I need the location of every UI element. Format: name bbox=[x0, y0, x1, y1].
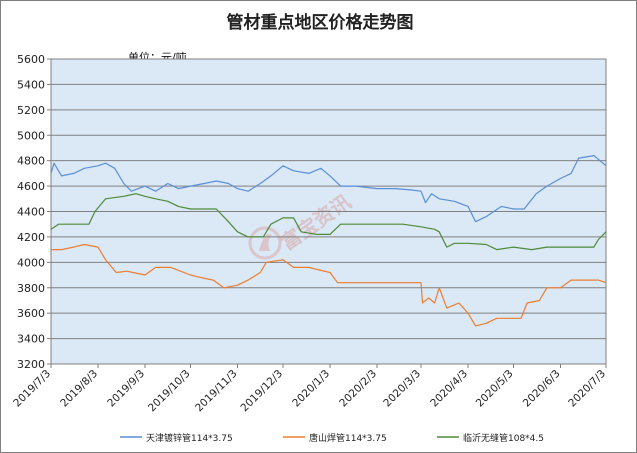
legend-label: 唐山焊管114*3.75 bbox=[309, 432, 387, 444]
x-tick-label: 2020/1/3 bbox=[290, 368, 332, 410]
series-line bbox=[51, 243, 607, 327]
y-tick-label: 5400 bbox=[17, 78, 45, 91]
y-tick-label: 4000 bbox=[17, 256, 45, 269]
x-tick-label: 2019/8/3 bbox=[58, 368, 100, 410]
x-tick-label: 2020/4/3 bbox=[428, 368, 470, 410]
y-tick-label: 4800 bbox=[17, 155, 45, 168]
y-tick-label: 3200 bbox=[17, 358, 45, 371]
y-tick-label: 5600 bbox=[17, 53, 45, 66]
chart-title: 管材重点地区价格走势图 bbox=[227, 12, 414, 33]
legend: 天津镀锌管114*3.75 唐山焊管114*3.75 临沂无缝管108*4.5 bbox=[120, 432, 544, 444]
x-tick-label: 2019/11/3 bbox=[193, 368, 240, 415]
series-line bbox=[50, 193, 607, 251]
x-tick-label: 2020/7/3 bbox=[566, 368, 608, 410]
y-tick-label: 3400 bbox=[17, 333, 45, 346]
x-tick-label: 2019/10/3 bbox=[146, 368, 193, 415]
x-tick-label: 2020/3/3 bbox=[381, 368, 423, 410]
series-layer bbox=[50, 155, 607, 327]
x-tick-label: 2020/2/3 bbox=[337, 368, 379, 410]
y-tick-label: 3800 bbox=[17, 282, 45, 295]
watermark-logo-flame bbox=[259, 233, 272, 251]
y-tick-label: 5200 bbox=[17, 104, 45, 117]
legend-label: 天津镀锌管114*3.75 bbox=[146, 432, 233, 444]
watermark-logo-ring bbox=[248, 226, 282, 260]
y-tick-label: 4200 bbox=[17, 231, 45, 244]
y-tick-label: 4400 bbox=[17, 206, 45, 219]
x-tick-label: 2019/9/3 bbox=[105, 368, 147, 410]
y-tick-label: 4600 bbox=[17, 180, 45, 193]
y-tick-label: 3600 bbox=[17, 307, 45, 320]
y-tick-label: 5000 bbox=[17, 129, 45, 142]
x-tick-label: 2020/6/3 bbox=[521, 368, 563, 410]
legend-label: 临沂无缝管108*4.5 bbox=[463, 432, 544, 444]
y-axis: 3200 3400 3600 3800 4000 4200 4400 4600 4800 5000… bbox=[17, 53, 51, 371]
series-line bbox=[50, 155, 607, 223]
x-tick-label: 2020/5/3 bbox=[474, 368, 516, 410]
x-tick-label: 2019/12/3 bbox=[239, 368, 286, 415]
x-tick-label: 2019/7/3 bbox=[11, 368, 53, 410]
